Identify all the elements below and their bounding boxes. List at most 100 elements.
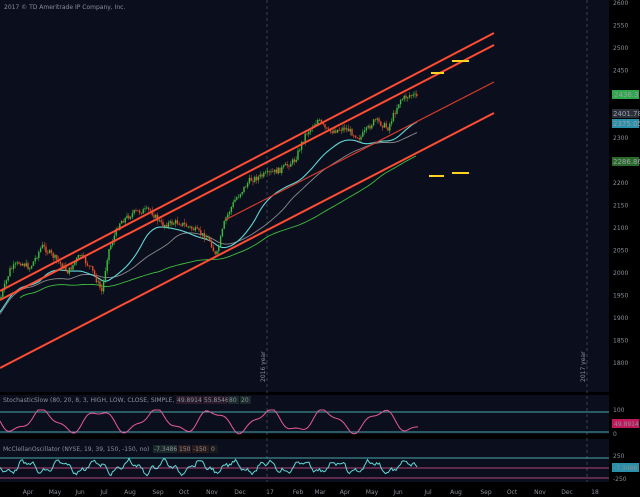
candle-body bbox=[201, 233, 204, 235]
candle-body bbox=[12, 264, 15, 269]
candle-body bbox=[59, 261, 62, 264]
time-axis: Apr May Jun Jul Aug Sep Oct Nov Dec 17 Feb Mar Apr Ma… bbox=[23, 489, 599, 496]
candle-body bbox=[185, 224, 188, 227]
stochastic-under: 20 bbox=[241, 397, 249, 404]
candle-body bbox=[43, 244, 45, 247]
candle-body bbox=[20, 263, 22, 266]
candle-body bbox=[135, 210, 137, 211]
candle-body bbox=[304, 133, 306, 142]
candle-body bbox=[189, 226, 191, 228]
candle-body bbox=[221, 228, 224, 237]
candle-body bbox=[140, 212, 143, 214]
channel-upper-inner-line[interactable] bbox=[0, 44, 495, 301]
candle-body bbox=[272, 171, 274, 173]
candle-body bbox=[347, 128, 350, 132]
time-axis-label: Apr bbox=[340, 489, 351, 496]
candle-body bbox=[324, 124, 326, 128]
time-axis-label: 17 bbox=[266, 489, 274, 496]
candle-body bbox=[162, 221, 164, 227]
candle-body bbox=[336, 129, 339, 133]
candle-body bbox=[250, 177, 252, 181]
price-tick-label: 2150 bbox=[613, 203, 628, 210]
candle-body bbox=[153, 215, 155, 218]
candle-body bbox=[9, 268, 11, 277]
candle-body bbox=[369, 125, 371, 129]
candle-body bbox=[338, 129, 341, 131]
stochastic-plot-area[interactable] bbox=[0, 395, 609, 434]
channel-mid-line[interactable] bbox=[224, 81, 495, 221]
mcclellan-title: McClellanOscillator (NYSE, 19, 39, 150, … bbox=[3, 446, 149, 453]
mcclellan-plot-area[interactable] bbox=[0, 439, 609, 482]
candle-body bbox=[84, 256, 87, 264]
candle-body bbox=[331, 131, 333, 134]
stochastic-value2: 55.8546 bbox=[204, 397, 229, 404]
candle-body bbox=[167, 222, 170, 227]
mcclellan-axis-250: 250 bbox=[613, 453, 625, 460]
candle-body bbox=[255, 176, 258, 181]
candle-body bbox=[194, 227, 197, 231]
candle-body bbox=[356, 137, 359, 139]
mcclellan-legend: McClellanOscillator (NYSE, 19, 39, 150, … bbox=[3, 445, 218, 453]
candle-body bbox=[309, 128, 312, 132]
candle-body bbox=[50, 250, 53, 253]
time-axis-label: Oct bbox=[507, 489, 518, 496]
channel-lower-line[interactable] bbox=[0, 112, 495, 369]
candle-body bbox=[275, 169, 278, 174]
candle-body bbox=[18, 262, 20, 264]
candle-body bbox=[396, 108, 398, 114]
candle-body bbox=[390, 121, 393, 124]
candle-body bbox=[299, 149, 301, 151]
candle-body bbox=[410, 95, 413, 97]
candle-body bbox=[5, 280, 8, 284]
candle-body bbox=[131, 213, 134, 217]
candle-body bbox=[41, 244, 44, 249]
price-tick-label: 2000 bbox=[613, 270, 628, 277]
price-badge-last-label: 2436.3 bbox=[614, 91, 639, 99]
candle-body bbox=[380, 121, 382, 126]
candle-body bbox=[320, 119, 323, 123]
candle-body bbox=[234, 199, 236, 203]
price-tick-label: 1950 bbox=[613, 293, 628, 300]
candle-body bbox=[340, 130, 342, 131]
price-badge-ma-slow: 2286.86 bbox=[612, 157, 640, 166]
candle-body bbox=[92, 266, 94, 271]
candle-body bbox=[405, 95, 407, 99]
candle-body bbox=[101, 287, 103, 292]
candle-body bbox=[171, 221, 173, 225]
price-plot-area[interactable] bbox=[0, 0, 609, 392]
price-badge-ma-mid: 2401.78 bbox=[612, 109, 640, 118]
candle-body bbox=[61, 263, 63, 269]
candle-body bbox=[315, 124, 317, 126]
candle-body bbox=[77, 255, 80, 259]
price-badge-ma-slow-label: 2286.86 bbox=[613, 158, 640, 166]
candle-body bbox=[113, 235, 116, 243]
candle-body bbox=[65, 265, 67, 271]
candle-body bbox=[183, 222, 186, 225]
candle-body bbox=[259, 174, 261, 177]
separator-label-2016: 2016 year bbox=[260, 351, 267, 382]
candle-body bbox=[196, 227, 198, 229]
candle-body bbox=[399, 100, 402, 105]
price-tick-label: 1800 bbox=[613, 360, 628, 367]
channel-upper-line[interactable] bbox=[0, 32, 495, 292]
candle-body bbox=[279, 167, 281, 173]
stochastic-title: StochasticSlow (80, 20, 8, 3, HIGH, LOW,… bbox=[3, 397, 187, 404]
candle-body bbox=[99, 281, 101, 288]
candle-body bbox=[398, 104, 400, 109]
candle-body bbox=[122, 221, 125, 223]
candle-body bbox=[182, 222, 184, 226]
candle-body bbox=[93, 270, 96, 276]
candle-body bbox=[317, 120, 319, 125]
candle-body bbox=[14, 263, 17, 265]
time-axis-label: Aug bbox=[124, 489, 136, 496]
candle-body bbox=[200, 230, 202, 235]
candle-body bbox=[322, 122, 324, 125]
candle-body bbox=[70, 267, 72, 270]
time-axis-label: Jul bbox=[99, 489, 108, 496]
price-tick-label: 2500 bbox=[613, 45, 628, 52]
candle-body bbox=[210, 240, 213, 248]
candle-body bbox=[360, 136, 362, 140]
candle-body bbox=[47, 252, 49, 254]
candle-body bbox=[2, 290, 4, 297]
